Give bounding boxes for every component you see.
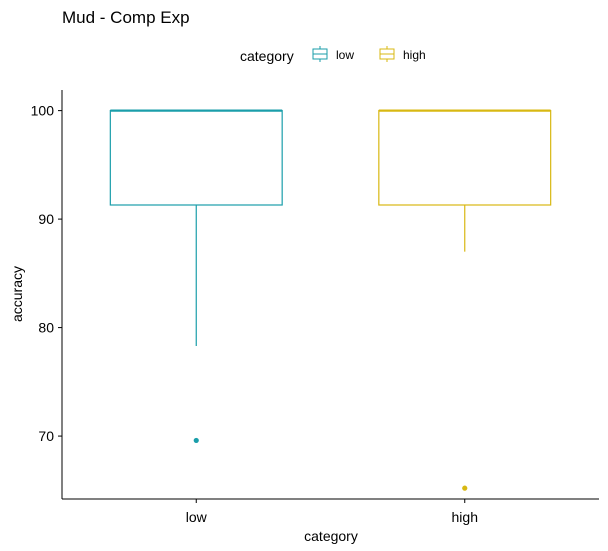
x-axis-title: category — [304, 528, 358, 544]
y-tick-label: 80 — [38, 320, 54, 336]
box-high — [378, 109, 552, 491]
legend: category low high — [240, 46, 426, 64]
y-tick-label: 90 — [38, 211, 54, 227]
legend-label-high: high — [403, 48, 426, 62]
legend-key-low — [312, 46, 328, 62]
outlier-point — [193, 437, 199, 444]
box-iqr — [109, 110, 283, 206]
y-axis-ticks: 70 80 90 100 — [31, 103, 62, 444]
y-tick-label: 70 — [38, 428, 54, 444]
legend-title: category — [240, 48, 294, 64]
chart-title: Mud - Comp Exp — [62, 8, 190, 27]
legend-key-high — [379, 46, 395, 62]
y-tick-label: 100 — [31, 103, 55, 119]
plot-area — [109, 109, 552, 491]
box-iqr — [378, 110, 552, 206]
box-low — [109, 109, 283, 444]
y-axis-title: accuracy — [9, 266, 25, 322]
outlier-point — [462, 485, 468, 491]
x-axis-ticks: low high — [186, 499, 478, 525]
x-tick-label-high: high — [452, 509, 478, 525]
x-tick-label-low: low — [186, 509, 208, 525]
legend-label-low: low — [336, 48, 354, 62]
